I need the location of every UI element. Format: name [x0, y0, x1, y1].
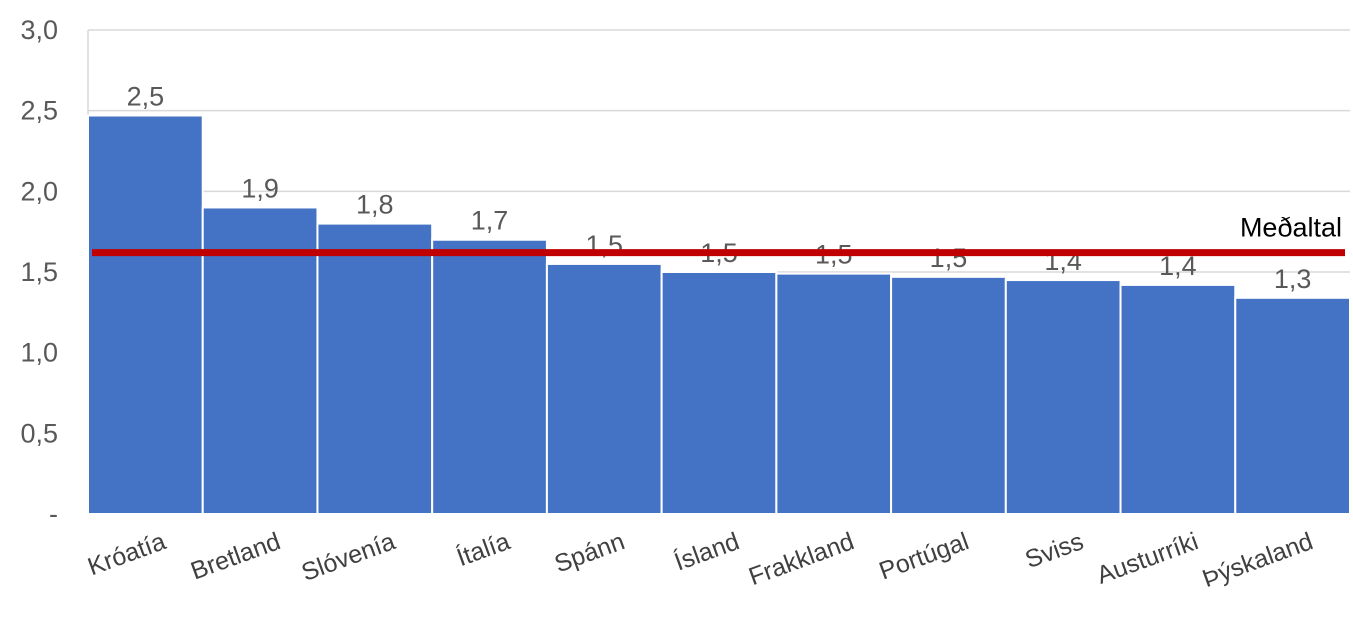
- bars: [87, 114, 1351, 516]
- x-category-label: Ítalía: [453, 526, 514, 572]
- bar: [545, 262, 663, 515]
- data-label: 1,7: [471, 206, 509, 236]
- x-category-label: Ísland: [670, 526, 743, 576]
- y-axis-ticks: - 0,5 1,0 1,5 2,0 2,5 3,0: [20, 15, 58, 529]
- data-label: 1,9: [241, 173, 279, 203]
- y-tick-label: 1,5: [20, 257, 58, 287]
- y-tick-label: 3,0: [20, 15, 58, 45]
- y-tick-label: 2,5: [20, 96, 58, 126]
- bar: [431, 238, 548, 515]
- average-reference-label: Meðaltal: [1240, 213, 1342, 243]
- y-tick-label: 0,5: [20, 418, 58, 448]
- x-category-label: Slóvenía: [298, 527, 399, 587]
- y-tick-label: 2,0: [20, 176, 58, 206]
- reference-line-group: Meðaltal: [92, 213, 1345, 257]
- bar: [1004, 279, 1122, 516]
- data-labels: 2,51,91,81,71,51,51,51,51,41,41,3: [127, 82, 1312, 294]
- data-label: 2,5: [127, 82, 165, 112]
- x-category-label: Þýskaland: [1199, 527, 1317, 593]
- data-label: 1,5: [930, 243, 968, 273]
- bar: [1234, 296, 1351, 515]
- y-tick-label: 1,0: [20, 338, 58, 368]
- x-category-label: Austurríki: [1093, 527, 1202, 589]
- bar: [775, 272, 893, 516]
- bar: [201, 206, 319, 515]
- x-category-label: Portúgal: [875, 527, 972, 585]
- x-axis-labels: Króatía Bretland Slóvenía Ítalía Spánn Ísland…: [84, 526, 1317, 593]
- data-label: 1,8: [356, 190, 394, 220]
- y-tick-label: -: [49, 499, 58, 529]
- x-category-label: Króatía: [84, 527, 169, 581]
- x-category-label: Sviss: [1022, 527, 1088, 574]
- bar: [316, 222, 434, 515]
- x-category-label: Frakkland: [745, 527, 858, 591]
- x-category-label: Bretland: [187, 527, 284, 585]
- bar: [890, 275, 1007, 515]
- bar: [1119, 283, 1237, 516]
- data-label: 1,3: [1274, 264, 1312, 294]
- x-category-label: Spánn: [551, 527, 629, 578]
- bar: [87, 114, 204, 516]
- bar: [660, 271, 778, 515]
